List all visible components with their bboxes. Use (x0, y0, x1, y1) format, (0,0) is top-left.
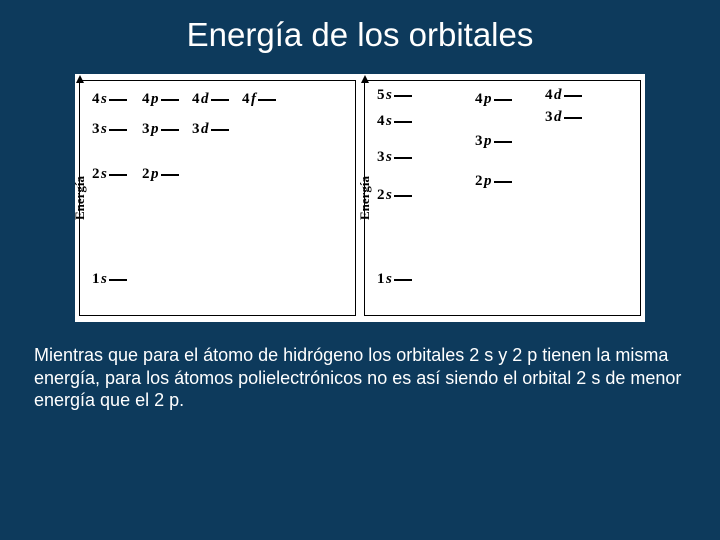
orbital-level: 3d (545, 109, 582, 126)
axis-arrow-icon (76, 75, 84, 83)
orbital-level: 3p (142, 121, 179, 138)
orbital-level: 4d (545, 87, 582, 104)
orbital-level: 4f (242, 91, 276, 108)
y-axis-label-right: Energía (357, 176, 373, 220)
orbital-level: 1s (377, 271, 412, 288)
orbital-level: 1s (92, 271, 127, 288)
orbital-level: 4s (377, 113, 412, 130)
panel-hydrogen: Energía 4s4p4d4f3s3p3d2s2p1s (79, 80, 356, 316)
orbital-diagram: Energía 4s 4p 4d 4f 3s 3p 3d 2s 2p 1s Energía 5s 4… (75, 74, 645, 322)
orbital-level: 4p (475, 91, 512, 108)
axis-arrow-icon (361, 75, 369, 83)
y-axis-label-left: Energía (72, 176, 88, 220)
orbital-level: 2s (92, 166, 127, 183)
orbital-level: 3p (475, 133, 512, 150)
orbital-level: 2p (142, 166, 179, 183)
orbital-level: 5s (377, 87, 412, 104)
orbital-level: 3s (92, 121, 127, 138)
panel-multielectron: Energía 5s4p4d3d4s3p3s2p2s1s (364, 80, 641, 316)
orbital-level: 2p (475, 173, 512, 190)
orbital-level: 3d (192, 121, 229, 138)
slide-description: Mientras que para el átomo de hidrógeno … (0, 322, 720, 412)
orbital-level: 2s (377, 187, 412, 204)
orbital-level: 4s (92, 91, 127, 108)
slide-title: Energía de los orbitales (0, 0, 720, 64)
orbital-level: 4d (192, 91, 229, 108)
orbital-level: 3s (377, 149, 412, 166)
orbital-level: 4p (142, 91, 179, 108)
